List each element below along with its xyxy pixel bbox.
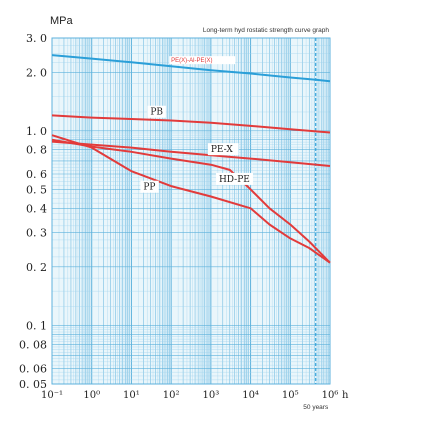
y-tick-label: 0. 8 — [26, 144, 47, 157]
marker-label: 50 years — [303, 404, 329, 411]
series-label: PE-X — [211, 145, 234, 155]
chart-title: Long-term hyd rostatic strength curve gr… — [203, 27, 329, 34]
plot-area — [52, 38, 330, 384]
y-axis-label: MPa — [50, 15, 74, 27]
y-tick-label: 0. 3 — [26, 227, 47, 240]
series-label: PE(X)-Al-PE(X) — [171, 58, 212, 64]
y-tick-label: 0. 1 — [26, 319, 47, 332]
y-tick-label: 0. 5 — [26, 183, 47, 196]
x-tick-label: 10⁰ — [83, 390, 100, 401]
labels: 3. 0 2. 0 1. 0 0. 8 0. 6 0. 5 0. 4 0. 3 0. 2 0. 1… — [19, 15, 349, 411]
y-tick-label: 0. 08 — [19, 338, 47, 351]
series-label-bg — [140, 180, 159, 193]
y-tick-label: 0. 05 — [19, 378, 47, 391]
grid — [51, 37, 331, 385]
y-tick-label: 0. 06 — [19, 363, 47, 376]
series-line-pp — [51, 134, 331, 264]
x-tick-label: 10² — [163, 390, 180, 401]
x-tick-label: 10⁵ — [282, 390, 299, 401]
series-label: PP — [143, 183, 155, 193]
x-unit-label: h — [342, 390, 349, 401]
x-tick-label: 10⁴ — [242, 390, 259, 401]
series-lines — [51, 54, 331, 264]
series-label-bg — [147, 105, 166, 118]
y-tick-label: 1. 0 — [26, 125, 47, 138]
y-tick-label: 0. 2 — [26, 261, 47, 274]
plot-frame — [51, 37, 331, 385]
x-tick-label: 10⁻¹ — [41, 390, 63, 401]
series-label-bg — [215, 172, 253, 185]
x-tick-label: 10³ — [202, 390, 219, 401]
series-line-hd-pe — [51, 138, 331, 264]
series-line-pe-x-al-pe-x- — [51, 54, 331, 83]
x-tick-label: 10⁶ — [322, 390, 339, 401]
series-label: HD-PE — [219, 175, 250, 185]
y-tick-label: 0. 6 — [26, 168, 47, 181]
y-tick-label: 2. 0 — [26, 66, 47, 79]
series-label: PB — [150, 108, 163, 118]
series-line-pb — [51, 114, 331, 134]
y-tick-label: 0. 4 — [26, 202, 47, 215]
series-label-bg — [207, 143, 239, 156]
x-tick-label: 10¹ — [123, 390, 140, 401]
y-tick-label: 3. 0 — [26, 32, 47, 45]
series-line-pe-x — [51, 140, 331, 167]
series-label-bg — [169, 56, 236, 65]
